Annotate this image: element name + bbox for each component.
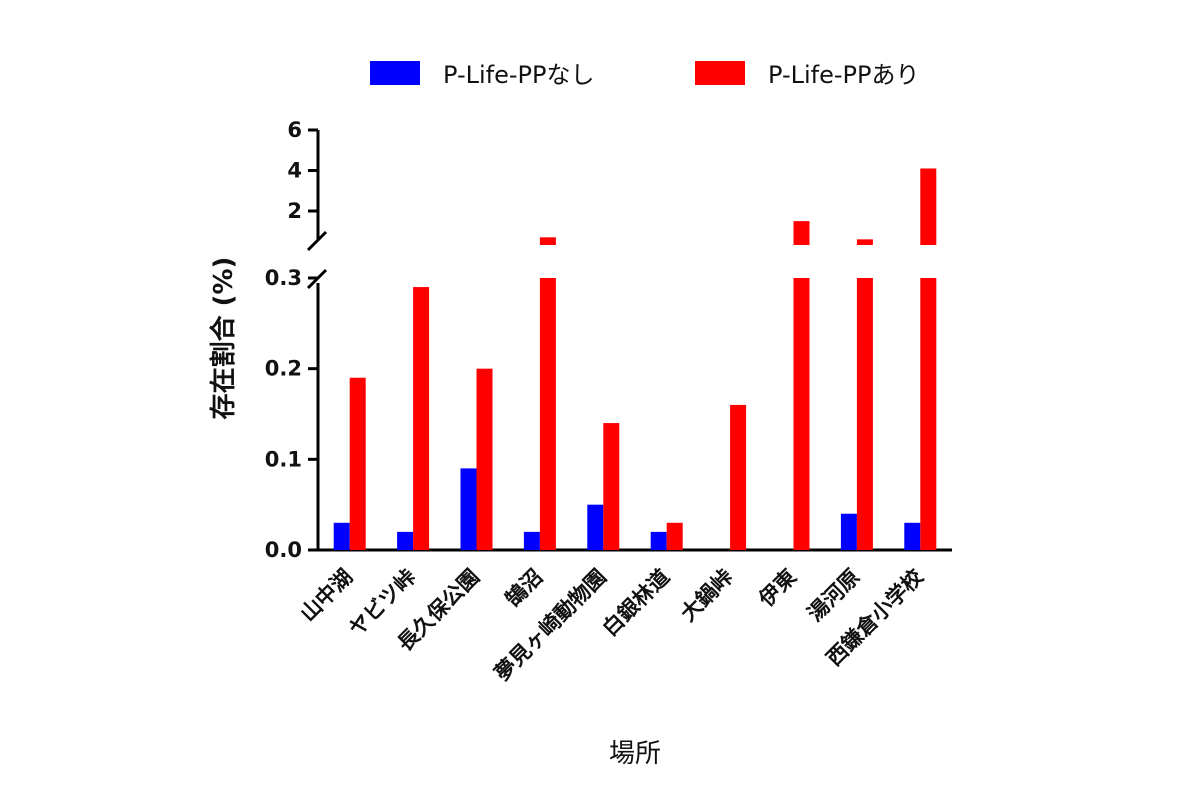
y-tick-label: 0.3 [265, 266, 302, 290]
legend-swatch [370, 61, 420, 85]
category-label: 鵠沼 [501, 565, 548, 612]
y-tick-label: 2 [287, 199, 302, 223]
legend-swatch [695, 61, 745, 85]
bar-with-pp [730, 404, 747, 550]
bar-with-pp [349, 377, 366, 550]
bar-without-pp [587, 504, 604, 550]
bar-without-pp [397, 531, 414, 550]
bar-with-pp [476, 368, 493, 550]
y-tick-label: 0.1 [265, 447, 302, 471]
legend: P-Life-PPなし P-Life-PPあり [370, 61, 919, 89]
bar-without-pp [333, 522, 350, 550]
bar-with-pp [920, 278, 937, 550]
category-label: 夢見ヶ崎動物園 [490, 565, 611, 686]
bar-with-pp [539, 278, 556, 550]
category-label: 湯河原 [803, 565, 865, 627]
bar-with-pp-upper [920, 168, 937, 245]
bars [333, 168, 937, 550]
y-tick-label: 6 [287, 118, 302, 142]
bar-with-pp [856, 278, 873, 550]
bar-with-pp-upper [856, 239, 873, 245]
bar-without-pp [650, 531, 667, 550]
bar-without-pp [523, 531, 540, 550]
y-tick-label: 4 [287, 159, 302, 183]
y-axis-break-mark [306, 230, 328, 252]
bar-without-pp [840, 513, 857, 550]
category-label: 山中湖 [296, 565, 358, 627]
y-axis-title: 存在割合 (%) [208, 257, 239, 420]
y-tick-label: 0.0 [265, 538, 302, 562]
bar-with-pp-upper [793, 221, 810, 245]
legend-label: P-Life-PPあり [768, 61, 919, 89]
category-label: 伊東 [754, 565, 801, 612]
bar-with-pp [413, 287, 430, 550]
bar-without-pp [904, 522, 921, 550]
x-axis-title: 場所 [609, 739, 661, 769]
category-label: 大鍋峠 [676, 565, 738, 627]
bar-with-pp [603, 423, 620, 550]
category-label: 白銀林道 [598, 565, 674, 641]
legend-label: P-Life-PPなし [443, 61, 594, 89]
y-tick-label: 0.2 [265, 357, 302, 381]
bar-without-pp [460, 468, 477, 550]
bar-with-pp [793, 278, 810, 550]
bar-with-pp-upper [539, 237, 556, 245]
bar-with-pp [666, 522, 683, 550]
